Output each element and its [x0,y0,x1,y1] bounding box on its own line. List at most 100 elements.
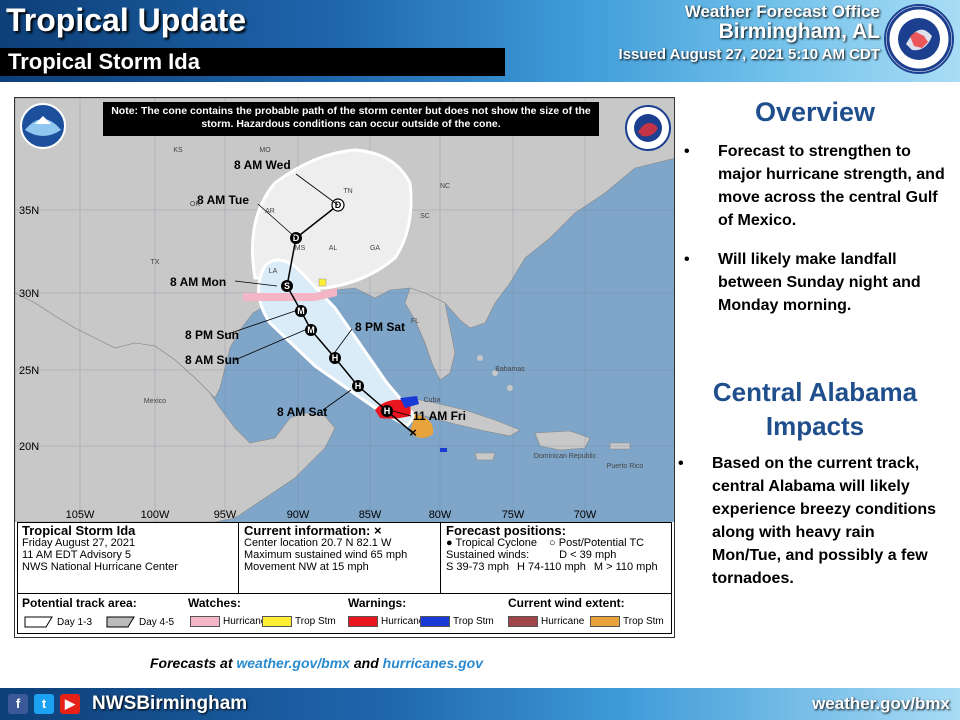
marker-h-1: H [332,353,339,363]
ts-wind-label: Trop Stm [623,616,664,627]
forecast-and: and [349,655,383,671]
footer-site[interactable]: weather.gov/bmx [812,694,950,713]
ts-watch-label: Trop Stm [295,616,336,627]
max-wind: Maximum sustained wind 65 mph [244,549,408,561]
lon-label: 75W [502,509,525,521]
office-name: Weather Forecast Office [684,2,880,21]
youtube-icon[interactable]: ▶ [60,694,80,714]
nws-map-logo-icon [625,105,671,151]
sustained-label: Sustained winds: [446,549,530,561]
marker-d-1: D [335,200,342,210]
ts-warning-swatch [420,616,450,627]
lon-label: 100W [141,509,170,521]
state-label: NC [440,183,450,190]
storm-title: Tropical Storm Ida [22,523,136,538]
nhc-center: NWS National Hurricane Center [22,561,178,573]
storm-info: Tropical Storm Ida Friday August 27, 202… [22,523,178,573]
center-location: Center location 20.7 N 82.1 W [244,537,392,549]
state-label: OK [190,201,200,208]
ts-warning-label: Trop Stm [453,616,494,627]
forecast-links: Forecasts at weather.gov/bmx and hurrica… [150,655,483,671]
lon-label: 90W [287,509,310,521]
track-time-fri: 11 AM Fri [413,409,466,423]
day13-label: Day 1-3 [57,616,93,628]
lat-label: 30N [19,288,39,300]
hurricane-watch-legend: Hurricane [190,616,266,627]
storm-name-bar: Tropical Storm Ida [0,48,505,76]
marker-s: S [284,281,290,291]
noaa-logo-icon [20,103,66,149]
state-label: TX [151,259,160,266]
impacts-bullet: Based on the current track, central Alab… [678,452,948,590]
storm-name: Tropical Storm Ida [8,49,200,74]
lon-label: 85W [359,509,382,521]
place-label: Bahamas [495,366,525,373]
twitter-icon[interactable]: t [34,694,54,714]
ts-wind-legend: Trop Stm [590,616,664,627]
marker-h-2: H [355,381,362,391]
tc-label: Tropical Cyclone [455,537,538,549]
impacts-title-line1: Central Alabama [712,377,918,407]
marker-m-2: M [307,325,315,335]
divider [238,523,239,593]
link-hurricanes-gov[interactable]: hurricanes.gov [382,655,484,671]
social-handle[interactable]: NWSBirmingham [92,693,248,714]
info-panel: Tropical Storm Ida Friday August 27, 202… [17,522,672,634]
day13-swatch-icon [24,616,53,628]
post-tc-legend: ○ Post/Potential TC [549,537,645,549]
hurricane-wind-label: Hurricane [541,616,585,627]
storm-date: Friday August 27, 2021 [22,537,136,549]
post-tc-label: Post/Potential TC [558,537,645,549]
state-label: SC [420,213,430,220]
facebook-icon[interactable]: f [8,694,28,714]
impacts-title-line2: Impacts [765,411,865,441]
potential-track-head: Potential track area: [22,596,137,610]
state-label: AL [329,245,338,252]
hurricane-wind-swatch [508,616,538,627]
page-title: Tropical Update [6,2,247,38]
impacts-title: Central Alabama Impacts [690,375,940,443]
cone-note: Note: The cone contains the probable pat… [103,102,599,136]
marker-d-2: D [293,233,300,243]
lat-label: 20N [19,441,39,453]
lat-label: 35N [19,205,39,217]
track-time-sun-pm: 8 PM Sun [185,328,239,342]
office-location: Birmingham, AL [718,20,880,43]
hurricane-watch-label: Hurricane [223,616,267,627]
tropical-cyclone-legend: ● Tropical Cyclone [446,537,538,549]
state-label: MS [295,245,306,252]
ts-wind-swatch [590,616,620,627]
current-position-marker: × [409,425,417,440]
forecast-prefix: Forecasts at [150,655,237,671]
lon-label: 80W [429,509,452,521]
header-banner: Tropical Update Tropical Storm Ida Weath… [0,0,960,82]
state-label: KS [173,147,183,154]
forecast-title: Forecast positions: [446,523,566,538]
ts-watch-swatch [262,616,292,627]
hurricane-warning-label: Hurricane [381,616,425,627]
place-label: Puerto Rico [607,463,644,470]
state-label: TN [343,188,352,195]
advisory: 11 AM EDT Advisory 5 [22,549,132,561]
hurricane-warning-legend: Hurricane [348,616,424,627]
d-label: D < 39 mph [559,549,617,561]
current-info: Current information: × Center location 2… [244,524,408,573]
office-block: Weather Forecast Office Birmingham, AL I… [619,2,880,63]
m-label: M > 110 mph [593,561,658,573]
map-graphic: D D S M M H H H × 8 AM Wed 8 AM Tue 8 AM… [15,98,674,522]
lon-label: 105W [66,509,95,521]
forecast-info: Forecast positions: ● Tropical Cyclone ○… [446,523,668,573]
ts-warning-legend: Trop Stm [420,616,494,627]
day13-legend: Day 1-3 [24,616,92,628]
link-weather-gov[interactable]: weather.gov/bmx [236,655,350,671]
hurricane-wind-legend: Hurricane [508,616,584,627]
day45-legend: Day 4-5 [106,616,174,628]
forecast-cone-map: D D S M M H H H × 8 AM Wed 8 AM Tue 8 AM… [14,97,675,638]
track-time-sun-am: 8 AM Sun [185,353,239,367]
divider [440,523,441,593]
warnings-head: Warnings: [348,596,407,610]
h-label: H 74-110 mph [516,561,586,573]
footer-bar: f t ▶ NWSBirmingham weather.gov/bmx [0,688,960,720]
place-label: Dominican Republic [534,453,597,460]
nws-logo-icon [884,4,954,74]
